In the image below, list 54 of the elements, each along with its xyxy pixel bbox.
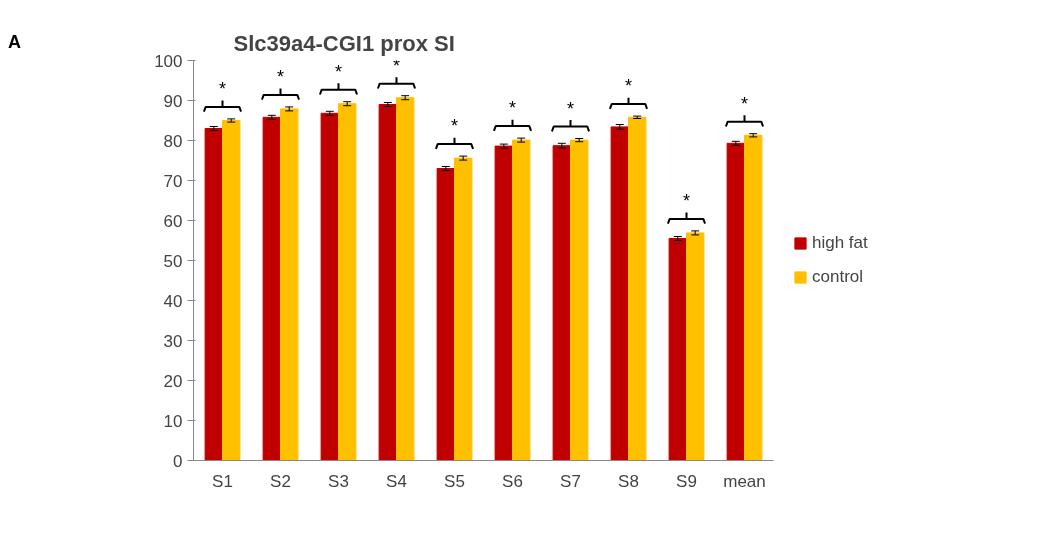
y-tick-label: 80 [163,131,183,151]
y-tick-label: 100 [154,51,183,71]
bar [628,116,647,461]
annotation: * [625,76,633,97]
bar [262,116,281,461]
x-tick-label: S8 [618,471,639,491]
x-tick-label: S7 [560,471,581,491]
bar [204,128,223,461]
chart-title: Slc39a4-CGI1 prox SI [233,30,455,56]
x-tick-label: S2 [270,471,291,491]
y-tick-label: 30 [163,331,183,351]
bar [338,103,357,461]
bar [454,157,473,461]
y-tick-label: 40 [163,291,183,311]
bar [378,104,397,461]
y-tick-label: 10 [163,411,183,431]
annotation: * [683,190,691,211]
bar [570,139,589,461]
y-tick-label: 60 [163,211,183,231]
annotation: * [451,116,459,137]
annotation: * [741,93,749,114]
legend-label: high fat [812,233,868,253]
bar [668,238,687,461]
text: A [8,31,21,54]
annotation: * [219,78,227,99]
bar [494,145,513,461]
legend-label: control [812,267,864,287]
y-tick-label: 70 [163,171,183,191]
bar [686,232,705,461]
bar [320,112,339,461]
bar [726,142,745,461]
bar [744,134,763,461]
annotation: * [509,98,517,119]
bar [396,97,415,461]
x-tick-label: S5 [444,471,465,491]
annotation: * [277,66,285,87]
y-tick-label: 20 [163,371,183,391]
x-tick-label: S9 [676,471,697,491]
annotation: * [567,98,575,119]
x-tick-label: S4 [386,471,407,491]
x-tick-label: S3 [328,471,349,491]
y-tick-label: 50 [163,251,183,271]
bar [222,120,241,461]
bar [512,139,531,461]
x-tick-label: S6 [502,471,523,491]
bar [552,145,571,461]
bar [436,168,455,461]
y-tick-label: 0 [173,451,183,471]
y-tick-label: 90 [163,91,183,111]
bar [610,126,629,461]
x-tick-label: S1 [212,471,233,491]
bar [280,108,299,461]
x-tick-label: mean [723,471,766,491]
annotation: * [335,61,343,82]
